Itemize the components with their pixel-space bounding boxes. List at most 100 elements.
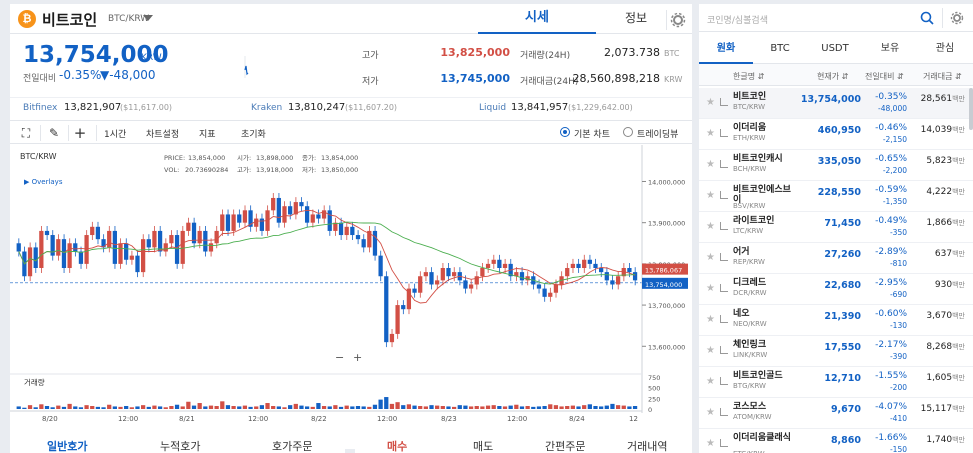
volume-axis: 750 500 250 0	[648, 374, 660, 414]
search-input[interactable]: 코인명/심볼검색	[707, 16, 768, 26]
overlays-toggle[interactable]: ▶ Overlays	[24, 178, 63, 186]
tab-holdings[interactable]: 보유	[880, 43, 900, 54]
volume-bar	[299, 405, 304, 409]
tab-order-book[interactable]: 호가주문	[272, 440, 313, 453]
header-change[interactable]: 전일대비 ⇵	[865, 72, 904, 81]
tab-btc[interactable]: BTC	[770, 43, 790, 54]
candle	[101, 239, 106, 248]
favorite-star-icon[interactable]: ★	[706, 252, 715, 263]
candle	[56, 239, 61, 256]
volume-bar	[423, 406, 428, 409]
volume-bar	[316, 403, 321, 409]
tab-history[interactable]: 거래내역	[627, 440, 668, 453]
candlestick-chart[interactable]: BTC/KRW ▶ Overlays PRICE: 13,854,000 시가:…	[10, 145, 692, 427]
tab-cumulative-orderbook[interactable]: 누적호가	[160, 440, 201, 453]
candle	[372, 230, 378, 256]
favorite-star-icon[interactable]: ★	[706, 221, 715, 232]
chart-settings-button[interactable]: 차트설정	[146, 130, 180, 140]
tab-info[interactable]: 정보	[624, 11, 648, 25]
volume-bar	[485, 405, 491, 409]
volume-bar	[157, 406, 163, 409]
header-price[interactable]: 현재가 ⇵	[817, 72, 849, 81]
favorite-star-icon[interactable]: ★	[706, 190, 715, 201]
fullscreen-icon[interactable]: ⛶	[21, 126, 31, 140]
tab-simple-order[interactable]: 간편주문	[545, 440, 586, 453]
tradingview-radio[interactable]	[623, 127, 633, 137]
favorite-star-icon[interactable]: ★	[706, 345, 715, 356]
basic-chart-radio[interactable]	[560, 127, 570, 137]
candle	[73, 243, 78, 252]
price-tag-red-bg	[642, 263, 688, 275]
tab-sell[interactable]: 매도	[473, 440, 494, 453]
candle	[485, 263, 491, 268]
coin-row[interactable]: ★ 디크레드 DCR/KRW 22,680 -2.95% -690 930백만	[699, 274, 973, 305]
volume-bar	[401, 405, 406, 409]
volume-24h-label: 거래량(24H)	[520, 51, 571, 61]
coin-row[interactable]: ★ 어거 REP/KRW 27,260 -2.89% -810 637백만	[699, 243, 973, 274]
low-value: 13,745,000	[440, 72, 510, 85]
order-tabs: 매수 매도 간편주문 거래내역	[355, 432, 692, 453]
search-icon[interactable]	[920, 11, 934, 25]
favorite-star-icon[interactable]: ★	[706, 97, 715, 108]
candle	[604, 272, 609, 281]
settings-gear-icon[interactable]	[666, 10, 686, 30]
candle	[565, 268, 570, 277]
favorite-star-icon[interactable]: ★	[706, 314, 715, 325]
coin-row[interactable]: ★ 비트코인캐시 BCH/KRW 335,050 -0.65% -2,200 5,823백만	[699, 150, 973, 181]
coin-row[interactable]: ★ 이더리움클래식 ETC/KRW 8,860 -1.66% -150 1,740백만	[699, 429, 973, 453]
coin-row[interactable]: ★ 라이트코인 LTC/KRW 71,450 -0.49% -350 1,866백만	[699, 212, 973, 243]
volume-bar	[197, 403, 202, 409]
tab-favorites[interactable]: 관심	[935, 43, 955, 54]
reset-button[interactable]: 초기화	[241, 130, 266, 140]
zoom-in-button[interactable]: +	[353, 351, 362, 364]
coin-row[interactable]: ★ 비트코인에스브이 BSV/KRW 228,550 -0.59% -1,350 4,222…	[699, 181, 973, 212]
coin-row[interactable]: ★ 이더리움 ETH/KRW 460,950 -0.46% -2,150 14,039백만	[699, 119, 973, 150]
list-settings-gear-icon[interactable]	[949, 10, 965, 26]
price-chart[interactable]: BTC/KRW ▶ Overlays PRICE: 13,854,000 시가:…	[10, 145, 692, 427]
tab-price[interactable]: 시세	[478, 4, 596, 34]
coin-diff: -150	[889, 445, 907, 453]
x-tick-label: 12:00	[507, 415, 527, 423]
bottom-tabs: 일반호가 누적호가 호가주문 매수 매도 간편주문 거래내역	[0, 432, 973, 453]
zoom-out-button[interactable]: −	[335, 351, 344, 364]
coin-select-caret-icon[interactable]	[143, 15, 153, 21]
coin-name: 라이트코인	[733, 216, 775, 226]
tab-buy[interactable]: 매수	[387, 440, 408, 453]
volume-bar	[502, 406, 508, 409]
favorite-star-icon[interactable]: ★	[706, 283, 715, 294]
mini-chart-icon	[720, 408, 728, 416]
candle	[39, 230, 44, 268]
volume-bar	[203, 406, 208, 409]
coin-volume: 1,740백만	[926, 435, 965, 445]
interval-select[interactable]: 1시간	[104, 130, 127, 140]
volume-bar	[61, 406, 67, 409]
candle	[378, 255, 383, 277]
coin-diff: -200	[889, 383, 907, 392]
favorite-star-icon[interactable]: ★	[706, 407, 715, 418]
candle	[282, 206, 287, 223]
coin-row[interactable]: ★ 비트코인골드 BTG/KRW 12,710 -1.55% -200 1,605백만	[699, 367, 973, 398]
coin-list-scrollbar[interactable]	[969, 88, 973, 130]
header-name[interactable]: 한글명 ⇵	[733, 72, 765, 81]
tab-usdt[interactable]: USDT	[821, 43, 849, 54]
draw-pencil-icon[interactable]: ✎	[48, 126, 60, 140]
coin-row[interactable]: ★ 비트코인 BTC/KRW 13,754,000 -0.35% -48,000 28,56…	[699, 88, 973, 119]
coin-rate: -0.65%	[875, 154, 907, 164]
volume-bar	[531, 406, 536, 409]
coin-volume: 28,561백만	[921, 94, 965, 104]
favorite-star-icon[interactable]: ★	[706, 159, 715, 170]
favorite-star-icon[interactable]: ★	[706, 128, 715, 139]
favorite-star-icon[interactable]: ★	[706, 438, 715, 449]
header-volume[interactable]: 거래대금 ⇵	[923, 72, 962, 81]
tab-krw[interactable]: 원화	[699, 34, 753, 64]
tab-general-orderbook[interactable]: 일반호가	[47, 440, 88, 453]
crosshair-icon[interactable]: +	[73, 124, 87, 142]
coin-row[interactable]: ★ 체인링크 LINK/KRW 17,550 -2.17% -390 8,268백만	[699, 336, 973, 367]
coin-row[interactable]: ★ 네오 NEO/KRW 21,390 -0.60% -130 3,670백만	[699, 305, 973, 336]
coin-row[interactable]: ★ 코스모스 ATOM/KRW 9,670 -4.07% -410 15,117백만	[699, 398, 973, 429]
volume-bar	[169, 406, 174, 409]
volume-bar	[446, 406, 451, 409]
coin-diff: -130	[889, 321, 907, 330]
indicators-button[interactable]: 지표	[199, 130, 216, 140]
favorite-star-icon[interactable]: ★	[706, 376, 715, 387]
